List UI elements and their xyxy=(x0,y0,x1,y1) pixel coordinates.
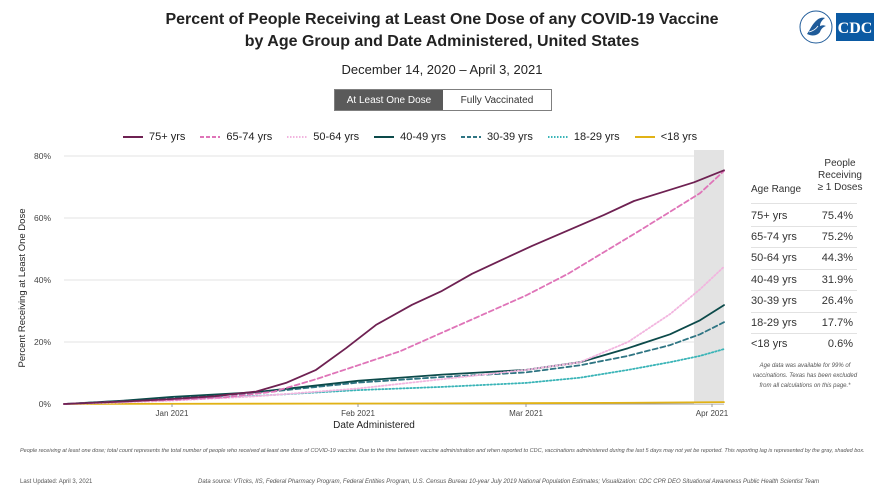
table-divider xyxy=(751,268,857,270)
legend-item-65-74[interactable]: 65-74 yrs xyxy=(199,131,272,143)
legend-item-50-64[interactable]: 50-64 yrs xyxy=(286,131,359,143)
table-value: 75.2% xyxy=(821,230,853,243)
series-line-30-39-yrs xyxy=(63,321,725,405)
table-value: 44.3% xyxy=(821,252,853,265)
legend-label: <18 yrs xyxy=(660,131,698,143)
table-value: 75.4% xyxy=(821,209,853,222)
dose-toggle[interactable]: At Least One Dose Fully Vaccinated xyxy=(334,89,552,111)
last-updated: Last Updated: April 3, 2021 xyxy=(20,479,93,485)
fully-vaccinated-button[interactable]: Fully Vaccinated xyxy=(443,90,551,110)
y-tick-label: 20% xyxy=(34,337,51,347)
y-tick-label: 80% xyxy=(34,151,51,161)
table-age: <18 yrs xyxy=(751,337,788,350)
axes: 0% 20% 40% 60% 80% Jan 2021 Feb 2021 Mar 2021 Ap… xyxy=(17,151,729,431)
table-header-line2: Receiving xyxy=(818,170,862,181)
hhs-eagle-icon xyxy=(799,10,833,44)
table-value: 0.6% xyxy=(827,337,853,350)
series-line-65-74-yrs xyxy=(63,170,725,405)
x-tick-label: Jan 2021 xyxy=(156,409,189,418)
x-axis-title: Date Administered xyxy=(333,420,415,431)
y-tick-label: 0% xyxy=(39,399,52,409)
table-divider xyxy=(751,225,857,227)
legend-swatch-65-74 xyxy=(200,136,221,138)
legend-label: 50-64 yrs xyxy=(313,131,360,143)
cdc-logo-box xyxy=(836,13,874,41)
series-line--18-yrs xyxy=(63,401,725,405)
legend-swatch-75plus xyxy=(123,136,143,138)
legend-swatch-40-49 xyxy=(374,136,395,138)
table-age-header: Age Range xyxy=(751,184,802,195)
table-row: <18 yrs 0.6% xyxy=(751,333,857,354)
cdc-logo-text: CDC xyxy=(838,20,873,37)
y-tick-label: 40% xyxy=(34,275,51,285)
legend-label: 75+ yrs xyxy=(149,131,186,143)
table-divider xyxy=(751,290,857,292)
table-header-line1: People xyxy=(824,158,856,169)
date-range-subtitle: December 14, 2020 – April 3, 2021 xyxy=(341,62,543,77)
legend-item-18-29[interactable]: 18-29 yrs xyxy=(547,131,620,143)
chart-title-line2: by Age Group and Date Administered, Unit… xyxy=(244,33,640,50)
legend-item-75plus[interactable]: 75+ yrs xyxy=(122,131,185,143)
table-note: Age data was available for 99% of vaccin… xyxy=(752,363,858,389)
legend-item-under18[interactable]: <18 yrs xyxy=(634,131,697,143)
y-axis-title: Percent Receiving at Least One Dose xyxy=(17,209,28,368)
table-age: 30-39 yrs xyxy=(751,295,797,308)
x-tick-label: Apr 2021 xyxy=(696,409,729,418)
legend-swatch-18-29 xyxy=(547,136,568,138)
table-row: 30-39 yrs 26.4% xyxy=(751,291,857,312)
chart-title-line1: Percent of People Receiving at Least One… xyxy=(165,11,719,28)
series-line-75-yrs xyxy=(63,169,725,405)
table-row: 18-29 yrs 17.7% xyxy=(751,312,857,333)
legend-label: 65-74 yrs xyxy=(226,131,273,143)
chart-legend: 75+ yrs 65-74 yrs 50-64 yrs 40-49 yrs 30… xyxy=(122,131,711,143)
reporting-lag-shade xyxy=(694,150,724,404)
legend-label: 18-29 yrs xyxy=(573,131,620,143)
footnote: People receiving at least one dose; tota… xyxy=(20,448,865,454)
y-tick-label: 60% xyxy=(34,213,51,223)
table-value: 31.9% xyxy=(821,273,853,286)
table-value: 26.4% xyxy=(821,295,853,308)
series-line-50-64-yrs xyxy=(63,265,725,405)
table-row: 65-74 yrs 75.2% xyxy=(751,226,857,247)
table-row: 75+ yrs 75.4% xyxy=(751,205,857,226)
legend-swatch-50-64 xyxy=(287,136,308,138)
x-tick-label: Mar 2021 xyxy=(509,409,543,418)
table-divider xyxy=(751,311,857,313)
table-row: 50-64 yrs 44.3% xyxy=(751,248,857,269)
series-lines xyxy=(63,169,725,405)
table-row: 40-49 yrs 31.9% xyxy=(751,269,857,290)
table-divider xyxy=(751,247,857,249)
legend-swatch-under18 xyxy=(634,136,655,138)
table-age: 75+ yrs xyxy=(751,209,788,222)
vaccination-line-chart: 0% 20% 40% 60% 80% Jan 2021 Feb 2021 Mar 2021 Ap… xyxy=(17,150,729,431)
series-line-40-49-yrs xyxy=(63,304,725,405)
table-divider xyxy=(751,203,857,204)
legend-label: 40-49 yrs xyxy=(400,131,446,143)
legend-label: 30-39 yrs xyxy=(486,131,533,143)
table-age: 18-29 yrs xyxy=(751,316,797,329)
x-tick-label: Feb 2021 xyxy=(341,409,375,418)
table-divider xyxy=(751,332,857,334)
data-source: Data source: VTrcks, IIS, Federal Pharma… xyxy=(198,479,820,485)
at-least-one-dose-button[interactable]: At Least One Dose xyxy=(335,90,443,110)
y-gridlines xyxy=(64,155,724,405)
reporting-lag-box xyxy=(694,150,724,404)
table-header-line3: ≥ 1 Doses xyxy=(817,182,863,193)
table-value: 17.7% xyxy=(821,316,853,329)
legend-item-30-39[interactable]: 30-39 yrs xyxy=(460,131,533,143)
table-age: 50-64 yrs xyxy=(751,252,797,265)
legend-item-40-49[interactable]: 40-49 yrs xyxy=(373,131,446,143)
table-header: People Receiving ≥ 1 Doses xyxy=(810,158,870,194)
table-age: 65-74 yrs xyxy=(751,230,797,243)
table-age: 40-49 yrs xyxy=(751,273,797,286)
cdc-logo: CDC xyxy=(799,10,874,44)
legend-swatch-30-39 xyxy=(460,136,481,138)
